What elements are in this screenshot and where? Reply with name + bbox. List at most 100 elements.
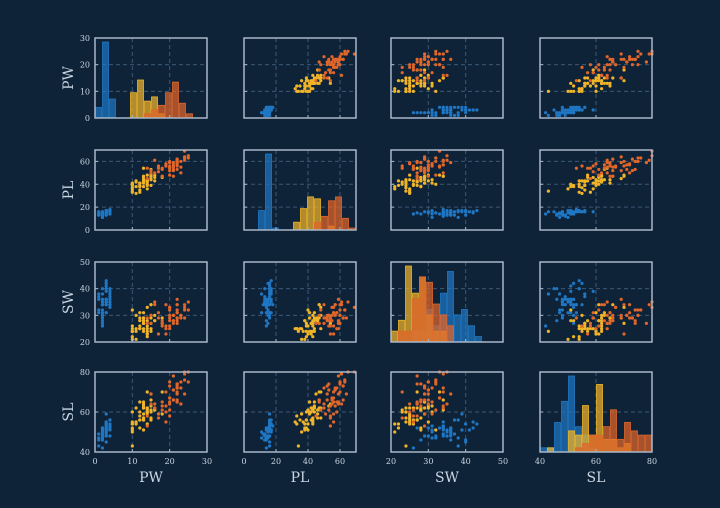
scatter-point-versicolor [319,73,323,77]
histogram-bar-virginica [405,330,412,343]
y-tick-label: 50 [80,258,90,267]
scatter-point-setosa [456,444,460,448]
scatter-point-versicolor [300,430,304,434]
scatter-point-virginica [175,164,179,168]
scatter-point-virginica [325,63,329,67]
scatter-point-setosa [544,111,548,115]
scatter-point-virginica [423,424,427,428]
scatter-point-setosa [266,281,270,285]
scatter-point-virginica [149,171,153,175]
scatter-point-virginica [168,324,172,328]
scatter-point-virginica [400,390,404,394]
scatter-point-virginica [183,155,187,159]
histogram-bar-virginica [645,434,652,453]
scatter-point-setosa [560,213,565,217]
scatter-point-setosa [426,426,430,430]
scatter-point-virginica [594,162,598,166]
scatter-point-versicolor [306,89,310,93]
scatter-point-virginica [434,159,438,164]
scatter-point-setosa [574,207,579,212]
scatter-point-versicolor [605,81,609,85]
x-tick-label: 0 [241,457,246,466]
scatter-point-virginica [175,400,179,404]
scatter-point-virginica [175,384,179,388]
scatter-point-setosa [104,422,108,426]
scatter-point-virginica [164,390,168,394]
scatter-point-setosa [100,316,105,320]
scatter-point-setosa [577,279,581,283]
scatter-point-setosa [566,311,570,315]
scatter-point-versicolor [419,179,423,183]
scatter-point-versicolor [580,313,584,317]
panel-frame [243,261,357,343]
histogram-bar-versicolor [300,208,307,231]
scatter-point-versicolor [594,183,598,188]
scatter-point-virginica [588,79,593,83]
scatter-point-versicolor [393,89,397,93]
scatter-point-virginica [625,163,629,167]
scatter-point-setosa [445,428,449,432]
histogram-bar-versicolor [137,79,144,119]
scatter-point-setosa [460,412,464,416]
scatter-point-virginica [415,414,419,418]
scatter-point-versicolor [138,311,142,315]
scatter-point-virginica [605,313,609,317]
scatter-point-versicolor [408,178,412,182]
scatter-point-versicolor [134,337,138,341]
histogram-bar-virginica [314,221,321,231]
scatter-point-virginica [328,319,332,323]
scatter-point-virginica [419,404,423,408]
scatter-point-setosa [441,207,445,212]
scatter-point-versicolor [138,184,142,189]
scatter-point-versicolor [160,390,164,394]
scatter-point-virginica [605,160,609,165]
scatter-point-versicolor [580,87,584,91]
scatter-point-versicolor [597,76,601,80]
scatter-point-virginica [605,55,609,59]
scatter-point-virginica [628,55,632,59]
scatter-point-virginica [419,168,423,173]
scatter-point-versicolor [130,422,134,426]
scatter-point-virginica [317,313,321,317]
scatter-point-versicolor [149,303,153,307]
scatter-point-versicolor [160,316,164,320]
scatter-point-setosa [560,308,565,312]
histogram-bar-virginica [596,434,603,453]
scatter-point-versicolor [141,329,146,333]
scatter-point-versicolor [583,76,587,80]
scatter-point-virginica [183,308,187,312]
scatter-point-virginica [430,57,434,61]
scatter-point-setosa [437,212,442,216]
scatter-point-versicolor [580,191,584,196]
scatter-point-setosa [97,432,101,436]
scatter-point-versicolor [577,335,581,339]
scatter-point-setosa [563,295,567,299]
scatter-point-setosa [460,208,464,213]
scatter-point-virginica [153,406,157,410]
scatter-point-versicolor [149,398,153,402]
scatter-point-setosa [430,430,434,434]
scatter-point-versicolor [569,319,573,323]
scatter-point-virginica [341,57,345,61]
scatter-point-versicolor [311,319,315,323]
scatter-point-virginica [330,55,334,59]
scatter-point-setosa [411,212,415,216]
scatter-point-virginica [186,156,190,160]
scatter-point-versicolor [622,79,626,83]
scatter-point-virginica [426,55,430,59]
scatter-point-versicolor [311,313,315,317]
scatter-point-setosa [266,308,270,312]
scatter-point-versicolor [415,166,419,170]
scatter-point-setosa [449,111,453,115]
scatter-point-virginica [647,52,651,56]
scatter-point-virginica [426,392,430,396]
scatter-point-virginica [434,173,438,177]
panel-sw-vs-pw: 20 30 40 50 [80,258,208,347]
scatter-point-setosa [268,113,272,117]
scatter-point-setosa [104,300,108,304]
scatter-point-versicolor [586,179,590,183]
scatter-point-versicolor [308,329,312,333]
scatter-point-versicolor [600,321,604,325]
scatter-point-virginica [619,313,623,317]
scatter-point-setosa [572,281,576,285]
